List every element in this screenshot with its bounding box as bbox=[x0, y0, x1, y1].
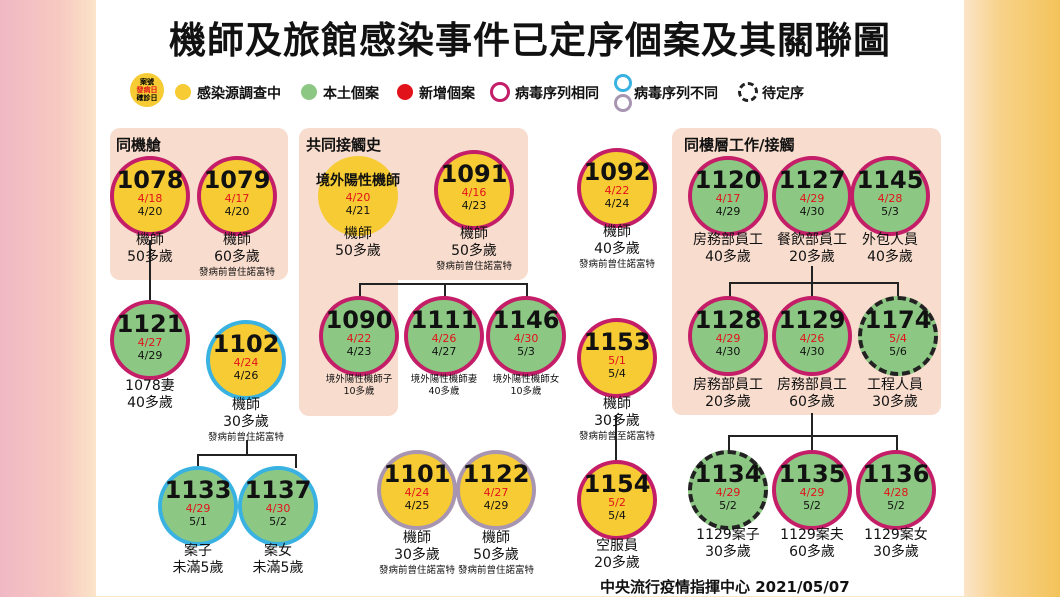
case-node-1078: 1078 4/18 4/20 bbox=[110, 156, 190, 236]
legend-key-circle: 案號 發病日 確診日 bbox=[130, 73, 164, 107]
legend-different-sequence: 病毒序列不同 bbox=[634, 86, 718, 102]
link-1090-up bbox=[359, 283, 361, 303]
case-node-1101: 1101 4/24 4/25 bbox=[377, 450, 457, 530]
link-1102-down bbox=[246, 440, 248, 454]
case-node-1092: 1092 4/22 4/24 bbox=[577, 148, 657, 228]
case-node-1153: 1153 5/1 5/4 bbox=[577, 318, 657, 398]
case-node-1120: 1120 4/17 4/29 bbox=[688, 156, 768, 236]
case-label-1078: 機師 50多歲 bbox=[127, 232, 173, 265]
legend-local-case: 本土個案 bbox=[323, 86, 379, 102]
link-1153-1154 bbox=[615, 415, 617, 463]
link-floor-bar bbox=[729, 282, 899, 284]
case-label-1102: 機師 30多歲 發病前曾住諾富特 bbox=[207, 397, 284, 443]
link-1078-1121 bbox=[149, 240, 151, 314]
case-label-1101: 機師 30多歲 發病前曾住諾富特 bbox=[378, 530, 455, 576]
legend-new-case: 新增個案 bbox=[419, 86, 475, 102]
link-1102-bar bbox=[197, 454, 297, 456]
case-node-1079: 1079 4/17 4/20 bbox=[197, 156, 277, 236]
legend-same-sequence: 病毒序列相同 bbox=[515, 86, 599, 102]
case-node-1174: 1174 5/4 5/6 bbox=[858, 296, 938, 376]
case-node-1154: 1154 5/2 5/4 bbox=[577, 460, 657, 540]
case-label-1120: 房務部員工 40多歲 bbox=[693, 232, 763, 265]
case-label-1154: 空服員 20多歲 bbox=[594, 538, 640, 571]
case-label-1133: 案子 未滿5歲 bbox=[172, 543, 224, 576]
case-label-1145: 外包人員 40多歲 bbox=[862, 232, 918, 265]
link-1134-up bbox=[728, 435, 730, 453]
case-label-1137: 案女 未滿5歲 bbox=[252, 543, 304, 576]
case-label-1135: 1129案夫 60多歲 bbox=[780, 527, 844, 560]
link-1129-up bbox=[811, 282, 813, 302]
case-node-1127: 1127 4/29 4/30 bbox=[772, 156, 852, 236]
link-1111-up bbox=[444, 283, 446, 303]
case-label-1090: 境外陽性機師子 10多歲 bbox=[325, 374, 393, 397]
case-label-overseas-pilot: 機師 50多歲 bbox=[335, 226, 381, 259]
case-node-1136: 1136 4/28 5/2 bbox=[856, 450, 936, 530]
legend: 案號 發病日 確診日 感染源調查中 本土個案 新增個案 病毒序列相同 病毒序列不… bbox=[0, 0, 1060, 112]
case-node-1122: 1122 4/27 4/29 bbox=[456, 450, 536, 530]
case-label-1121: 1078妻 40多歲 bbox=[125, 378, 175, 411]
case-node-1102: 1102 4/24 4/26 bbox=[206, 320, 286, 400]
case-label-1122: 機師 50多歲 發病前曾住諾富特 bbox=[457, 530, 534, 576]
link-1135-up bbox=[811, 435, 813, 453]
case-label-1129: 房務部員工 60多歲 bbox=[777, 377, 847, 410]
case-node-1145: 1145 4/28 5/3 bbox=[850, 156, 930, 236]
case-label-1134: 1129案子 30多歲 bbox=[696, 527, 760, 560]
group-same-cabin-title: 同機艙 bbox=[116, 136, 162, 154]
link-1174-up bbox=[897, 282, 899, 302]
case-node-overseas-pilot: 境外陽性機師 4/20 4/21 bbox=[316, 156, 400, 236]
case-node-1146: 1146 4/30 5/3 bbox=[486, 296, 566, 376]
page-title: 機師及旅館感染事件已定序個案及其關聯圖 bbox=[169, 19, 891, 62]
case-label-1136: 1129案女 30多歲 bbox=[864, 527, 928, 560]
legend-dashed-ring bbox=[738, 82, 758, 102]
legend-under-investigation: 感染源調查中 bbox=[197, 86, 281, 102]
legend-yellow-dot bbox=[175, 84, 191, 100]
link-1128-up bbox=[729, 282, 731, 302]
link-1137-up bbox=[295, 454, 297, 468]
link-contact-bar bbox=[359, 283, 528, 285]
case-node-1111: 1111 4/26 4/27 bbox=[404, 296, 484, 376]
link-1129-down bbox=[811, 413, 813, 435]
group-common-contact-title: 共同接觸史 bbox=[306, 136, 382, 154]
link-1133-up bbox=[197, 454, 199, 468]
case-label-1146: 境外陽性機師女 10多歲 bbox=[492, 374, 560, 397]
legend-red-dot bbox=[397, 84, 413, 100]
case-label-1174: 工程人員 30多歲 bbox=[867, 377, 923, 410]
legend-magenta-ring bbox=[490, 82, 510, 102]
case-node-1133: 1133 4/29 5/1 bbox=[158, 466, 238, 546]
legend-blue-ring bbox=[614, 74, 632, 92]
case-label-1127: 餐飲部員工 20多歲 bbox=[777, 232, 847, 265]
link-1146-up bbox=[526, 283, 528, 303]
case-label-1092: 機師 40多歲 發病前曾住諾富特 bbox=[578, 224, 655, 270]
link-floor-down bbox=[811, 266, 813, 282]
case-node-1137: 1137 4/30 5/2 bbox=[238, 466, 318, 546]
case-node-1129: 1129 4/26 4/30 bbox=[772, 296, 852, 376]
group-same-floor-title: 同樓層工作/接觸 bbox=[684, 136, 795, 154]
legend-green-dot bbox=[301, 84, 317, 100]
case-label-1079: 機師 60多歲 發病前曾住諾富特 bbox=[198, 232, 275, 278]
legend-purple-ring bbox=[614, 94, 632, 112]
legend-key-confirm: 確診日 bbox=[136, 94, 158, 102]
link-1136-up bbox=[896, 435, 898, 453]
case-node-1135: 1135 4/29 5/2 bbox=[772, 450, 852, 530]
case-node-1091: 1091 4/16 4/23 bbox=[434, 150, 514, 230]
case-label-1153: 機師 30多歲 發病前曾至諾富特 bbox=[578, 396, 655, 442]
case-node-1134: 1134 4/29 5/2 bbox=[688, 450, 768, 530]
case-label-1091: 機師 50多歲 發病前曾住諾富特 bbox=[435, 226, 512, 272]
legend-key-onset: 發病日 bbox=[136, 86, 158, 94]
footer-credit: 中央流行疫情指揮中心 2021/05/07 bbox=[600, 578, 850, 596]
case-label-1128: 房務部員工 20多歲 bbox=[693, 377, 763, 410]
case-label-1111: 境外陽性機師妻 40多歲 bbox=[410, 374, 478, 397]
legend-key-case-no: 案號 bbox=[140, 78, 154, 86]
case-node-1090: 1090 4/22 4/23 bbox=[319, 296, 399, 376]
legend-pending-sequence: 待定序 bbox=[762, 86, 804, 102]
link-1129-children-bar bbox=[728, 435, 898, 437]
case-node-1128: 1128 4/29 4/30 bbox=[688, 296, 768, 376]
case-node-1121: 1121 4/27 4/29 bbox=[110, 300, 190, 380]
